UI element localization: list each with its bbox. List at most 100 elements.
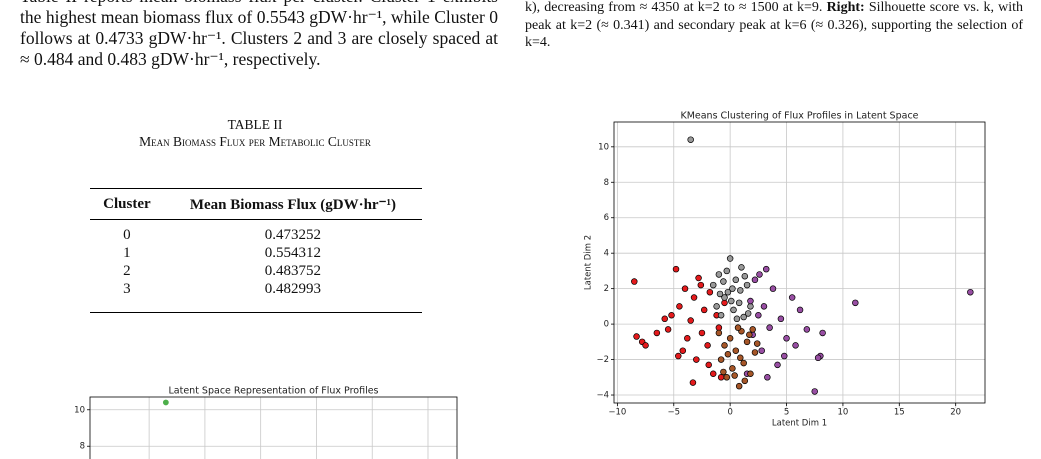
table: Cluster Mean Biomass Flux (gDW·hr⁻¹) 0 0.4… bbox=[90, 188, 422, 313]
point bbox=[777, 315, 785, 323]
point bbox=[762, 265, 770, 273]
point bbox=[723, 374, 731, 381]
point bbox=[716, 290, 724, 298]
point bbox=[814, 354, 822, 362]
point bbox=[764, 374, 771, 381]
point bbox=[796, 306, 804, 314]
point bbox=[737, 287, 744, 294]
y-tick-label: 8 bbox=[604, 178, 609, 188]
point bbox=[760, 303, 768, 310]
point bbox=[705, 361, 712, 369]
point bbox=[738, 264, 745, 271]
y-tick-label: 4 bbox=[604, 249, 609, 259]
point bbox=[746, 331, 753, 338]
x-tick-label: 15 bbox=[894, 408, 905, 418]
point bbox=[781, 352, 788, 360]
point bbox=[709, 281, 717, 289]
point bbox=[766, 324, 773, 331]
chart-title: KMeans Clustering of Flux Profiles in La… bbox=[680, 111, 918, 122]
point bbox=[743, 338, 751, 346]
table-cell: 1 bbox=[123, 245, 131, 261]
point bbox=[758, 347, 765, 354]
point bbox=[690, 294, 698, 301]
point bbox=[737, 354, 744, 362]
point bbox=[675, 352, 682, 360]
point bbox=[724, 350, 732, 358]
point bbox=[753, 340, 761, 347]
y-tick-label: 6 bbox=[604, 213, 609, 223]
point bbox=[687, 136, 694, 143]
x-tick-label: 10 bbox=[838, 408, 849, 418]
point bbox=[713, 303, 720, 310]
point bbox=[653, 329, 661, 337]
point bbox=[715, 329, 723, 337]
table-cell: 0 bbox=[123, 227, 131, 243]
point bbox=[672, 265, 680, 273]
point bbox=[732, 276, 740, 284]
y-tick-label: 2 bbox=[604, 284, 609, 294]
point bbox=[751, 349, 759, 356]
point bbox=[732, 347, 740, 354]
point bbox=[967, 288, 974, 296]
point bbox=[720, 368, 727, 376]
plot-frame bbox=[613, 121, 986, 404]
point bbox=[729, 285, 736, 292]
point bbox=[733, 315, 741, 323]
body-paragraph: Table II reports mean biomass flux per c… bbox=[20, 0, 498, 69]
point bbox=[715, 271, 723, 278]
y-tick-label: −4 bbox=[596, 391, 609, 401]
point bbox=[747, 370, 754, 377]
point bbox=[704, 342, 711, 349]
table-row: 3 0.482993 bbox=[90, 280, 422, 313]
point bbox=[721, 342, 728, 349]
point bbox=[769, 285, 777, 292]
point bbox=[661, 315, 668, 323]
point bbox=[715, 324, 723, 331]
point bbox=[735, 382, 743, 390]
point bbox=[741, 377, 749, 385]
point bbox=[726, 255, 734, 262]
point bbox=[633, 333, 640, 340]
point bbox=[734, 324, 742, 331]
table-row: 2 0.483752 bbox=[90, 262, 422, 280]
table-cell: 0.482993 bbox=[264, 281, 322, 297]
table-cell: 0.483752 bbox=[264, 263, 322, 279]
point bbox=[695, 274, 702, 282]
point bbox=[679, 347, 687, 354]
table-cell: 0.554312 bbox=[264, 245, 322, 261]
point bbox=[728, 297, 735, 305]
point bbox=[689, 379, 697, 386]
table-cell: 0.473252 bbox=[264, 227, 322, 243]
column-header: Cluster bbox=[90, 188, 164, 220]
point bbox=[717, 356, 725, 363]
point bbox=[717, 311, 725, 319]
point bbox=[700, 306, 708, 314]
figure-caption: k), decreasing from ≈ 4350 at k=2 to ≈ 1… bbox=[525, 0, 1023, 52]
point bbox=[819, 329, 826, 337]
point bbox=[756, 271, 763, 278]
table-row: 1 0.554312 bbox=[90, 244, 422, 262]
plot-frame bbox=[89, 396, 458, 459]
point bbox=[783, 335, 790, 342]
point bbox=[684, 335, 691, 342]
point bbox=[740, 359, 747, 367]
point bbox=[743, 281, 751, 289]
y-tick-label: −2 bbox=[596, 355, 609, 365]
point bbox=[726, 335, 734, 342]
point bbox=[731, 372, 738, 379]
point bbox=[697, 281, 705, 289]
point bbox=[729, 365, 736, 372]
point bbox=[709, 370, 717, 377]
point bbox=[631, 278, 638, 285]
point bbox=[747, 297, 754, 305]
caption-text: k), decreasing from ≈ 4350 at k=2 to ≈ 1… bbox=[525, 0, 827, 15]
point bbox=[724, 288, 732, 296]
y-tick-label: 0 bbox=[604, 320, 609, 330]
table-caption: Mean Biomass Flux per Metabolic Cluster bbox=[139, 134, 371, 149]
point bbox=[792, 342, 799, 349]
point bbox=[740, 313, 747, 321]
x-tick-label: −5 bbox=[668, 408, 681, 418]
point bbox=[720, 278, 727, 285]
